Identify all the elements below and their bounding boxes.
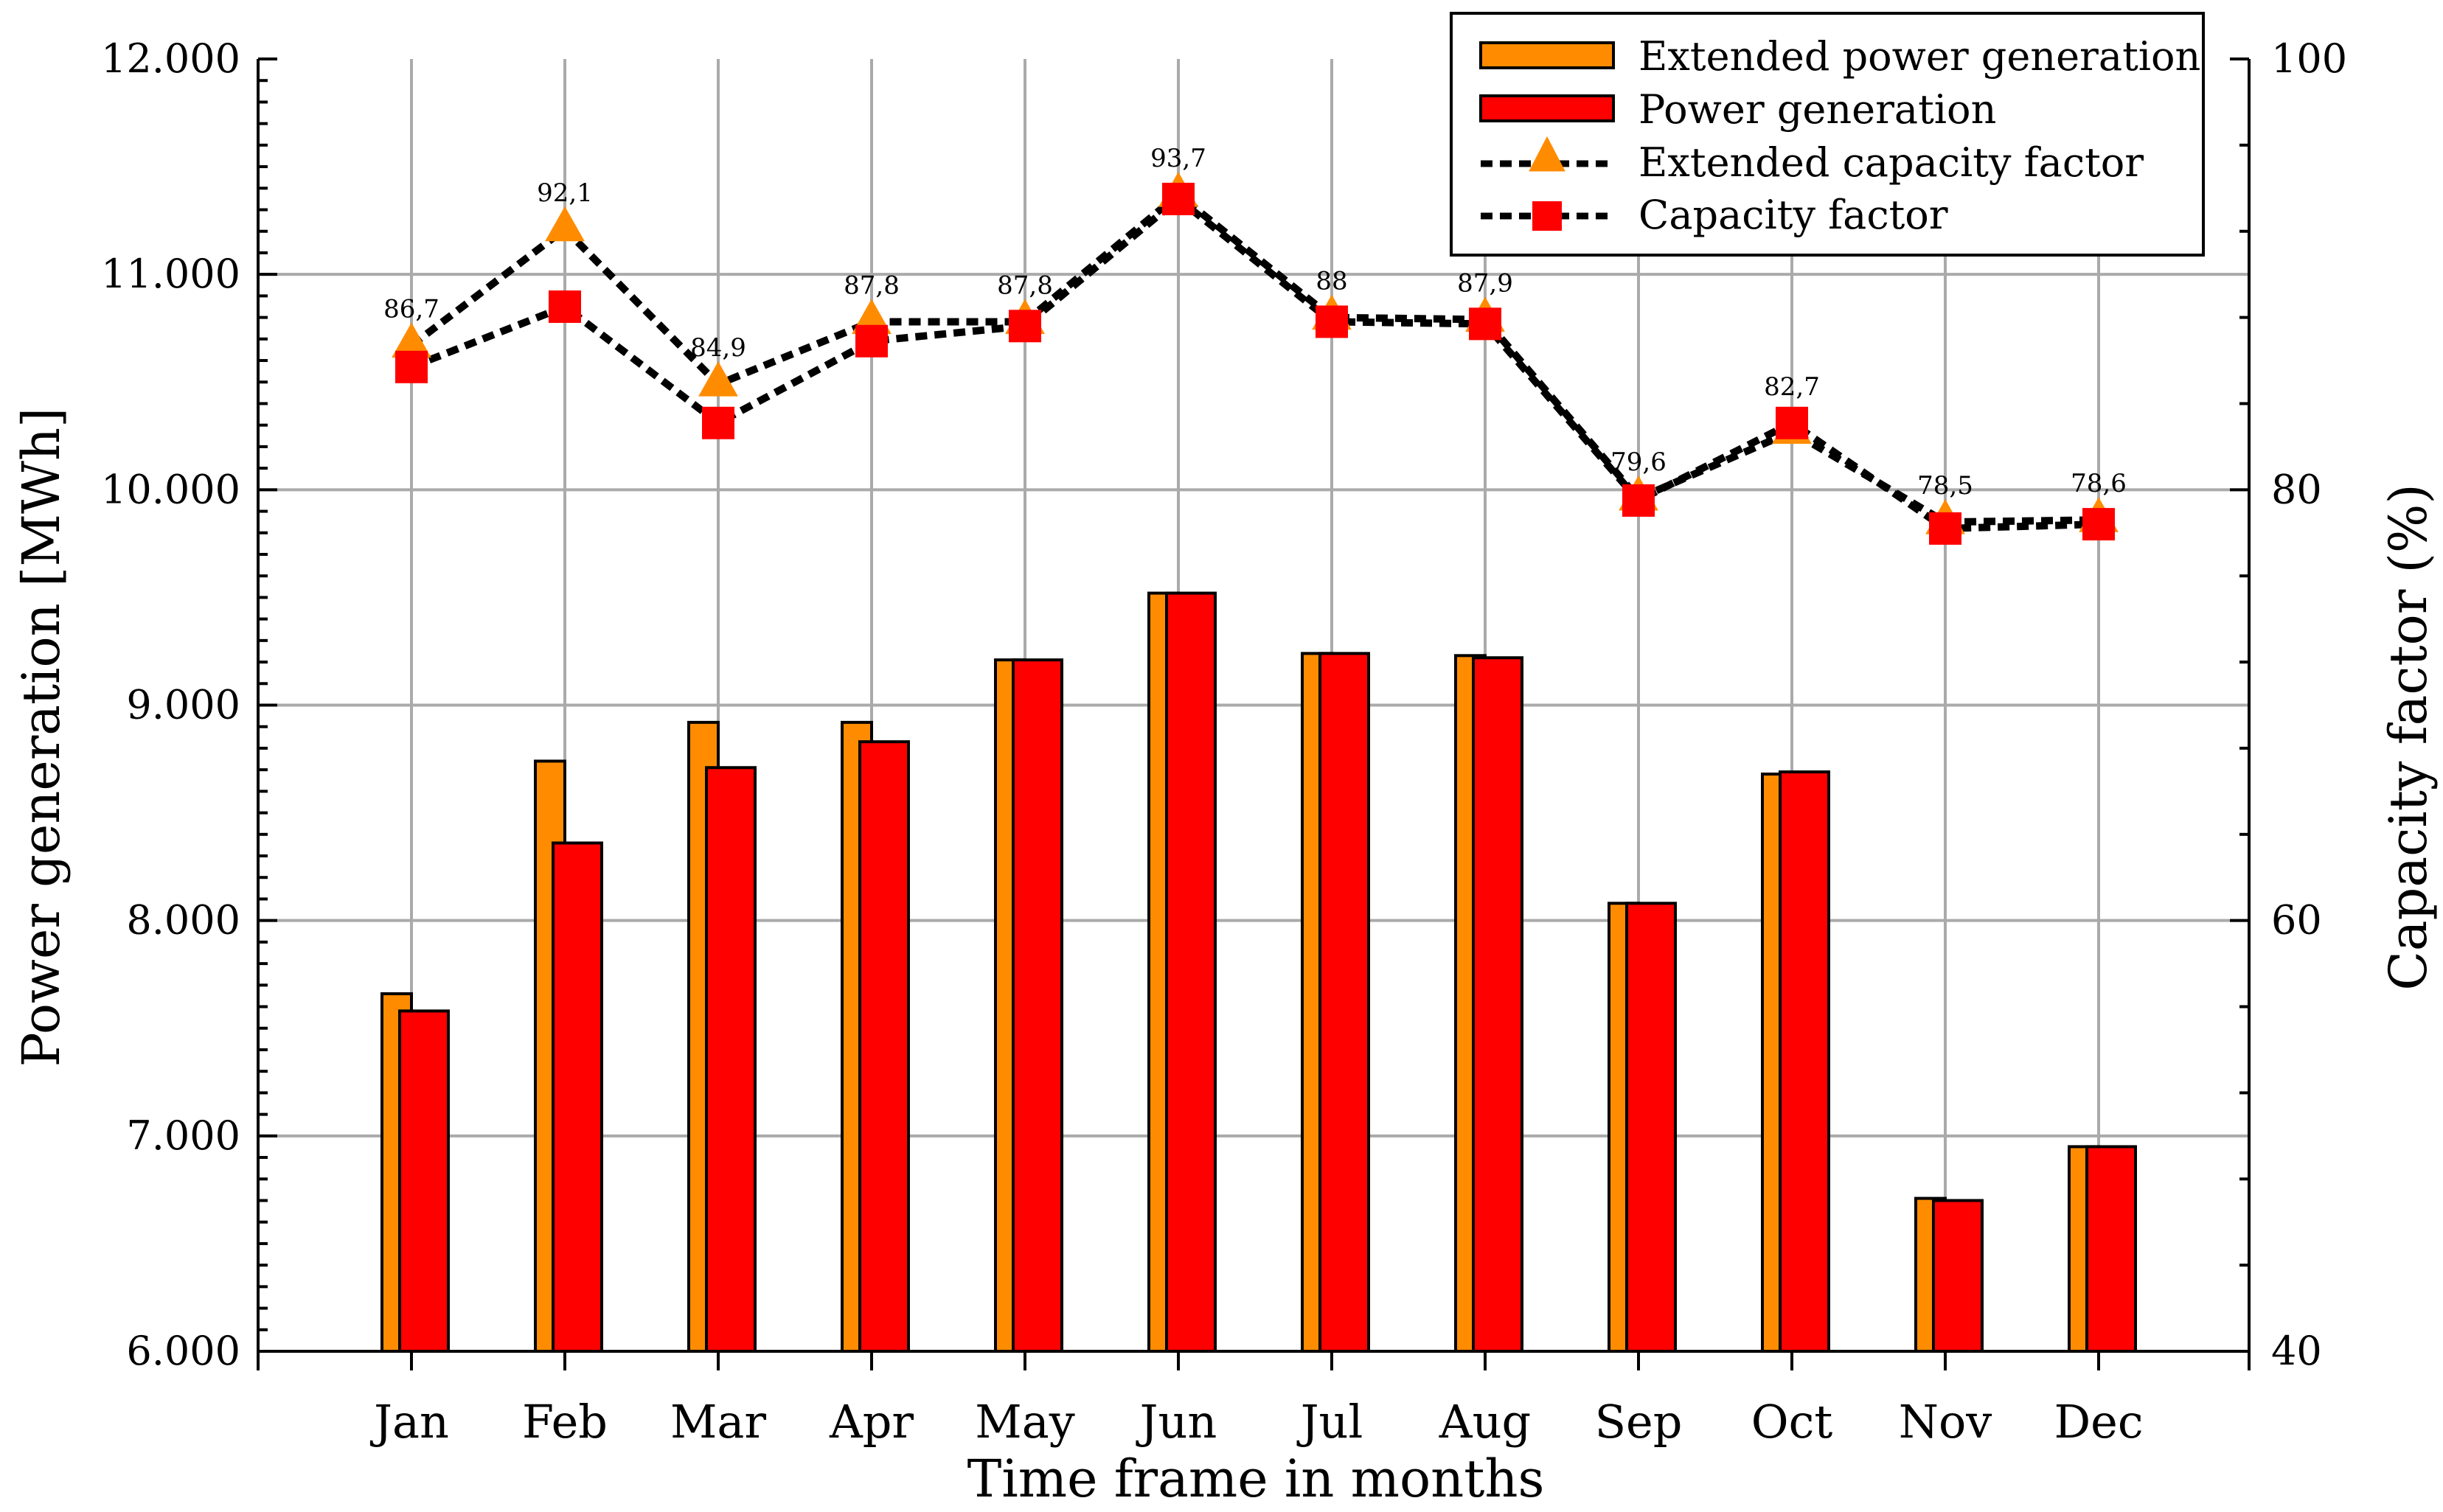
y2-axis-title: Capacity factor (%)	[2378, 484, 2439, 990]
line-capacity-factor	[410, 194, 2099, 532]
y-tick-label: 12.000	[101, 35, 240, 82]
marker-extended-cf-feb	[545, 206, 585, 242]
bar-power-oct	[1779, 770, 1830, 1353]
month-label-may: May	[975, 1395, 1074, 1449]
bar-power-jan	[398, 1009, 450, 1354]
legend-label-extended-power: Extended power generation	[1638, 33, 2200, 80]
marker-cf-nov	[1929, 512, 1961, 545]
data-label-apr: 87,8	[844, 271, 900, 300]
x-axis-title: Time frame in months	[967, 1449, 1545, 1509]
marker-cf-jan	[395, 350, 428, 383]
bar-power-jul	[1318, 652, 1370, 1353]
marker-cf-jul	[1316, 305, 1348, 338]
legend-label-extended-cf: Extended capacity factor	[1638, 139, 2144, 186]
y-axis-title: Power generation [MWh]	[11, 408, 72, 1067]
marker-cf-feb	[549, 290, 581, 323]
legend-marker-extended-cf	[1529, 136, 1565, 172]
bar-power-nov	[1932, 1199, 1984, 1353]
month-label-feb: Feb	[522, 1395, 608, 1449]
marker-cf-apr	[855, 324, 888, 358]
month-label-aug: Aug	[1439, 1395, 1531, 1449]
data-label-jul: 88	[1316, 267, 1347, 296]
y-tick-label: 8.000	[126, 897, 240, 944]
month-label-jan: Jan	[369, 1395, 449, 1449]
bars	[380, 591, 2137, 1354]
month-label-jun: Jun	[1136, 1395, 1217, 1449]
bar-power-sep	[1625, 902, 1677, 1353]
marker-cf-oct	[1776, 406, 1808, 439]
marker-cf-mar	[702, 406, 734, 439]
month-label-nov: Nov	[1899, 1395, 1992, 1449]
bar-power-may	[1012, 658, 1063, 1353]
legend-label-cf: Capacity factor	[1638, 192, 1948, 238]
data-label-mar: 84,9	[690, 333, 746, 363]
month-label-oct: Oct	[1751, 1395, 1833, 1449]
bar-power-jun	[1165, 591, 1217, 1353]
bar-power-aug	[1472, 656, 1523, 1353]
data-label-jun: 93,7	[1150, 144, 1206, 173]
y2-tick-label: 100	[2271, 35, 2347, 82]
bar-power-dec	[2085, 1145, 2137, 1353]
y2-tick-label: 80	[2271, 466, 2322, 512]
y-tick-label: 9.000	[126, 682, 240, 728]
data-labels: 86,7 92,1 84,9 87,8 87,8 93,7 88 87,9 79,6 82,7 78…	[383, 144, 2127, 501]
marker-cf-sep	[1622, 484, 1655, 517]
legend-swatch-extended-power	[1479, 41, 1615, 69]
axes: 6.000 7.000 8.000 9.000 10.000 11.000 12.000 40…	[101, 35, 2347, 1449]
legend-label-power: Power generation	[1638, 86, 1996, 133]
y2-tick-label: 40	[2271, 1328, 2322, 1374]
data-label-feb: 92,1	[537, 178, 593, 208]
y2-tick-label: 60	[2271, 897, 2322, 944]
marker-cf-may	[1009, 310, 1041, 343]
marker-cf-jun	[1162, 182, 1195, 215]
legend-marker-cf	[1532, 201, 1562, 231]
month-label-jul: Jul	[1296, 1395, 1363, 1449]
data-label-aug: 87,9	[1457, 269, 1513, 299]
bar-power-mar	[705, 766, 757, 1354]
y-tick-label: 10.000	[101, 466, 240, 512]
data-label-sep: 79,6	[1610, 447, 1667, 477]
month-label-apr: Apr	[829, 1395, 914, 1449]
marker-cf-aug	[1469, 307, 1501, 341]
month-label-sep: Sep	[1595, 1395, 1683, 1449]
month-label-dec: Dec	[2054, 1395, 2143, 1449]
marker-cf-dec	[2082, 508, 2115, 541]
y-tick-label: 6.000	[126, 1328, 240, 1374]
month-label-mar: Mar	[670, 1395, 766, 1449]
marker-extended-cf-mar	[698, 361, 738, 397]
data-label-jan: 86,7	[383, 295, 439, 324]
data-label-may: 87,8	[997, 271, 1053, 300]
data-label-nov: 78,5	[1917, 471, 1973, 501]
capacity-lines	[392, 172, 2119, 545]
data-label-oct: 82,7	[1764, 372, 1820, 402]
legend-swatch-power	[1479, 94, 1615, 122]
bar-power-apr	[858, 740, 910, 1353]
bar-power-feb	[552, 841, 603, 1353]
data-label-dec: 78,6	[2071, 469, 2127, 498]
legend: Extended power generation Power generati…	[1450, 12, 2205, 257]
y-tick-label: 11.000	[101, 251, 240, 297]
y-tick-label: 7.000	[126, 1112, 240, 1159]
